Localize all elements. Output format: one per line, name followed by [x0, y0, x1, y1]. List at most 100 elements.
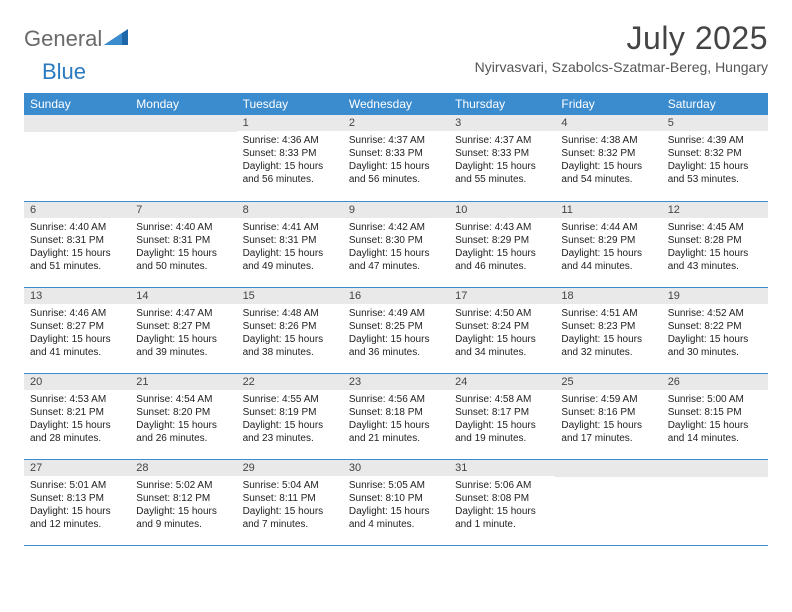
day-body: Sunrise: 4:41 AMSunset: 8:31 PMDaylight:… — [237, 218, 343, 275]
day-number: 7 — [130, 202, 236, 218]
day-sunrise: Sunrise: 5:00 AM — [668, 393, 762, 406]
day-sunset: Sunset: 8:20 PM — [136, 406, 230, 419]
day-cell: 22Sunrise: 4:55 AMSunset: 8:19 PMDayligh… — [237, 373, 343, 459]
title-month: July 2025 — [475, 20, 768, 57]
day-sunset: Sunset: 8:29 PM — [455, 234, 549, 247]
day-sunset: Sunset: 8:22 PM — [668, 320, 762, 333]
day-number: 5 — [662, 115, 768, 131]
day-daylight2: and 28 minutes. — [30, 432, 124, 445]
day-cell: 15Sunrise: 4:48 AMSunset: 8:26 PMDayligh… — [237, 287, 343, 373]
day-daylight1: Daylight: 15 hours — [30, 419, 124, 432]
day-cell: 27Sunrise: 5:01 AMSunset: 8:13 PMDayligh… — [24, 459, 130, 545]
day-daylight2: and 44 minutes. — [561, 260, 655, 273]
day-daylight2: and 56 minutes. — [349, 173, 443, 186]
day-sunset: Sunset: 8:28 PM — [668, 234, 762, 247]
day-cell: 7Sunrise: 4:40 AMSunset: 8:31 PMDaylight… — [130, 201, 236, 287]
location-subtitle: Nyirvasvari, Szabolcs-Szatmar-Bereg, Hun… — [475, 59, 768, 75]
day-sunset: Sunset: 8:31 PM — [30, 234, 124, 247]
day-daylight1: Daylight: 15 hours — [349, 505, 443, 518]
day-sunrise: Sunrise: 4:53 AM — [30, 393, 124, 406]
day-daylight2: and 4 minutes. — [349, 518, 443, 531]
day-body: Sunrise: 4:53 AMSunset: 8:21 PMDaylight:… — [24, 390, 130, 447]
day-header: Thursday — [449, 93, 555, 115]
week-row: 27Sunrise: 5:01 AMSunset: 8:13 PMDayligh… — [24, 459, 768, 545]
day-cell: 4Sunrise: 4:38 AMSunset: 8:32 PMDaylight… — [555, 115, 661, 201]
day-daylight1: Daylight: 15 hours — [136, 505, 230, 518]
day-header: Friday — [555, 93, 661, 115]
day-cell: 23Sunrise: 4:56 AMSunset: 8:18 PMDayligh… — [343, 373, 449, 459]
day-body: Sunrise: 4:49 AMSunset: 8:25 PMDaylight:… — [343, 304, 449, 361]
day-sunset: Sunset: 8:33 PM — [455, 147, 549, 160]
day-body: Sunrise: 4:38 AMSunset: 8:32 PMDaylight:… — [555, 131, 661, 188]
day-header: Tuesday — [237, 93, 343, 115]
day-number: 18 — [555, 288, 661, 304]
day-number: 6 — [24, 202, 130, 218]
day-body: Sunrise: 4:43 AMSunset: 8:29 PMDaylight:… — [449, 218, 555, 275]
day-body: Sunrise: 4:40 AMSunset: 8:31 PMDaylight:… — [24, 218, 130, 275]
day-header: Wednesday — [343, 93, 449, 115]
day-body: Sunrise: 5:04 AMSunset: 8:11 PMDaylight:… — [237, 476, 343, 533]
day-daylight1: Daylight: 15 hours — [561, 419, 655, 432]
day-daylight1: Daylight: 15 hours — [349, 419, 443, 432]
day-header: Sunday — [24, 93, 130, 115]
day-cell: 26Sunrise: 5:00 AMSunset: 8:15 PMDayligh… — [662, 373, 768, 459]
day-cell: 6Sunrise: 4:40 AMSunset: 8:31 PMDaylight… — [24, 201, 130, 287]
day-sunset: Sunset: 8:30 PM — [349, 234, 443, 247]
day-body: Sunrise: 4:46 AMSunset: 8:27 PMDaylight:… — [24, 304, 130, 361]
day-sunset: Sunset: 8:16 PM — [561, 406, 655, 419]
day-body: Sunrise: 4:52 AMSunset: 8:22 PMDaylight:… — [662, 304, 768, 361]
day-sunrise: Sunrise: 4:36 AM — [243, 134, 337, 147]
day-daylight2: and 55 minutes. — [455, 173, 549, 186]
day-sunrise: Sunrise: 4:38 AM — [561, 134, 655, 147]
day-cell — [662, 459, 768, 545]
day-sunset: Sunset: 8:27 PM — [136, 320, 230, 333]
day-sunrise: Sunrise: 4:48 AM — [243, 307, 337, 320]
day-daylight2: and 51 minutes. — [30, 260, 124, 273]
day-sunset: Sunset: 8:23 PM — [561, 320, 655, 333]
day-number: 3 — [449, 115, 555, 131]
day-sunrise: Sunrise: 4:52 AM — [668, 307, 762, 320]
day-cell: 13Sunrise: 4:46 AMSunset: 8:27 PMDayligh… — [24, 287, 130, 373]
day-sunset: Sunset: 8:25 PM — [349, 320, 443, 333]
day-number: 13 — [24, 288, 130, 304]
day-cell: 9Sunrise: 4:42 AMSunset: 8:30 PMDaylight… — [343, 201, 449, 287]
day-number: 12 — [662, 202, 768, 218]
day-body: Sunrise: 4:37 AMSunset: 8:33 PMDaylight:… — [449, 131, 555, 188]
day-cell — [555, 459, 661, 545]
day-daylight2: and 43 minutes. — [668, 260, 762, 273]
day-sunrise: Sunrise: 4:56 AM — [349, 393, 443, 406]
day-number: 9 — [343, 202, 449, 218]
day-number: 25 — [555, 374, 661, 390]
day-daylight1: Daylight: 15 hours — [136, 247, 230, 260]
day-body: Sunrise: 4:50 AMSunset: 8:24 PMDaylight:… — [449, 304, 555, 361]
day-sunset: Sunset: 8:21 PM — [30, 406, 124, 419]
day-number-empty — [555, 460, 661, 477]
day-cell: 18Sunrise: 4:51 AMSunset: 8:23 PMDayligh… — [555, 287, 661, 373]
day-daylight2: and 26 minutes. — [136, 432, 230, 445]
day-number: 26 — [662, 374, 768, 390]
day-daylight2: and 46 minutes. — [455, 260, 549, 273]
day-body: Sunrise: 4:42 AMSunset: 8:30 PMDaylight:… — [343, 218, 449, 275]
day-cell: 14Sunrise: 4:47 AMSunset: 8:27 PMDayligh… — [130, 287, 236, 373]
day-sunrise: Sunrise: 4:47 AM — [136, 307, 230, 320]
day-daylight1: Daylight: 15 hours — [243, 247, 337, 260]
day-cell: 30Sunrise: 5:05 AMSunset: 8:10 PMDayligh… — [343, 459, 449, 545]
day-sunrise: Sunrise: 5:04 AM — [243, 479, 337, 492]
week-row: 1Sunrise: 4:36 AMSunset: 8:33 PMDaylight… — [24, 115, 768, 201]
day-daylight2: and 30 minutes. — [668, 346, 762, 359]
day-sunrise: Sunrise: 4:45 AM — [668, 221, 762, 234]
day-number: 14 — [130, 288, 236, 304]
day-body: Sunrise: 4:37 AMSunset: 8:33 PMDaylight:… — [343, 131, 449, 188]
day-cell: 2Sunrise: 4:37 AMSunset: 8:33 PMDaylight… — [343, 115, 449, 201]
day-body: Sunrise: 4:58 AMSunset: 8:17 PMDaylight:… — [449, 390, 555, 447]
day-cell: 17Sunrise: 4:50 AMSunset: 8:24 PMDayligh… — [449, 287, 555, 373]
day-cell — [24, 115, 130, 201]
day-body: Sunrise: 5:05 AMSunset: 8:10 PMDaylight:… — [343, 476, 449, 533]
day-daylight2: and 1 minute. — [455, 518, 549, 531]
day-sunrise: Sunrise: 4:51 AM — [561, 307, 655, 320]
day-daylight1: Daylight: 15 hours — [30, 505, 124, 518]
day-daylight1: Daylight: 15 hours — [561, 247, 655, 260]
day-sunrise: Sunrise: 4:40 AM — [30, 221, 124, 234]
day-sunrise: Sunrise: 5:01 AM — [30, 479, 124, 492]
day-body: Sunrise: 4:48 AMSunset: 8:26 PMDaylight:… — [237, 304, 343, 361]
